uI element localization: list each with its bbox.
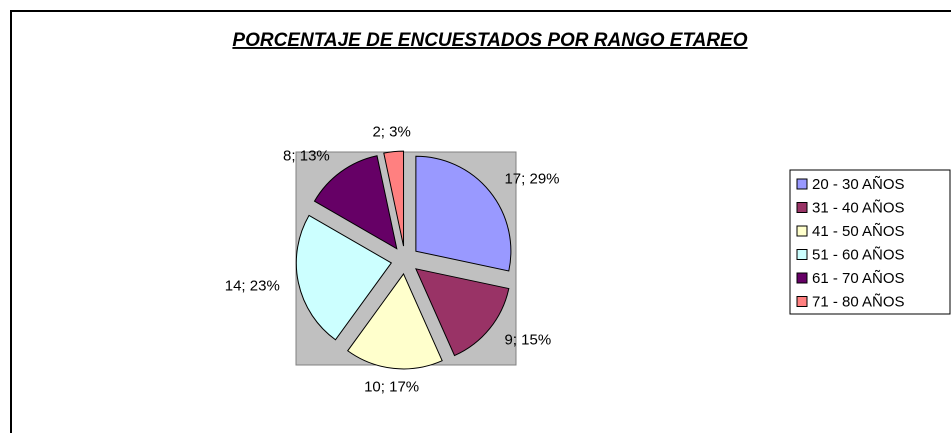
legend-swatch bbox=[796, 272, 808, 284]
pie-slice bbox=[346, 272, 443, 370]
data-label: 2; 3% bbox=[372, 124, 410, 141]
chart-frame bbox=[10, 10, 951, 433]
legend-label: 61 - 70 AÑOS bbox=[812, 270, 905, 287]
legend-swatch bbox=[796, 178, 808, 190]
pie-slice bbox=[415, 155, 512, 272]
legend-label: 71 - 80 AÑOS bbox=[812, 293, 905, 310]
pie-slice bbox=[295, 214, 393, 341]
pie-slice bbox=[415, 268, 510, 357]
data-label: 17; 29% bbox=[504, 170, 559, 187]
legend-swatch bbox=[796, 202, 808, 213]
legend-label: 20 - 30 AÑOS bbox=[812, 176, 905, 193]
legend-swatch bbox=[796, 225, 808, 237]
legend bbox=[789, 169, 951, 315]
legend-swatch bbox=[796, 296, 808, 307]
pie-slice bbox=[313, 155, 398, 250]
pie-slice bbox=[383, 150, 405, 247]
legend-label: 41 - 50 AÑOS bbox=[812, 223, 905, 240]
legend-label: 31 - 40 AÑOS bbox=[812, 199, 905, 216]
data-label: 10; 17% bbox=[364, 378, 419, 395]
data-label: 9; 15% bbox=[504, 332, 551, 349]
data-label: 8; 13% bbox=[283, 147, 330, 164]
legend-swatch bbox=[796, 249, 808, 260]
legend-label: 51 - 60 AÑOS bbox=[812, 246, 905, 263]
data-label: 14; 23% bbox=[225, 278, 280, 295]
chart-title: PORCENTAJE DE ENCUESTADOS POR RANGO ETAR… bbox=[232, 30, 747, 51]
